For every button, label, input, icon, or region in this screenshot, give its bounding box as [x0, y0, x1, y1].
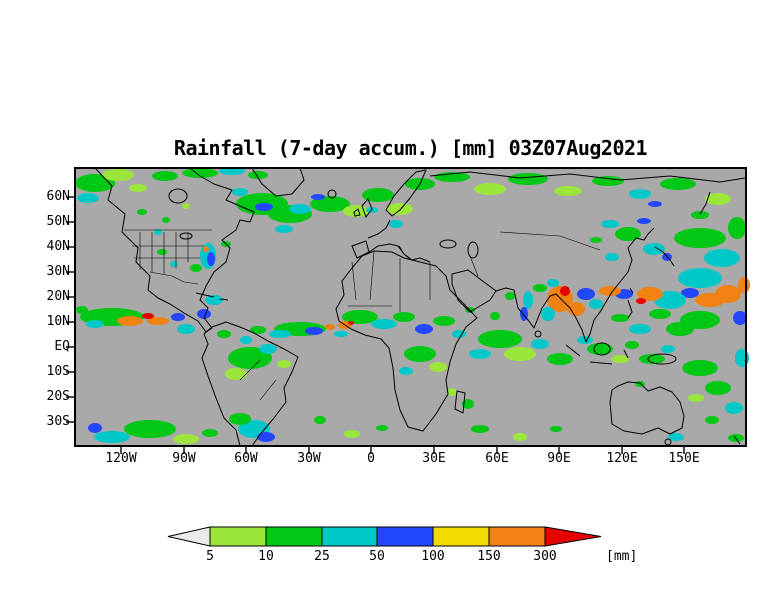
lat-tick-label: 20N — [46, 289, 70, 304]
plot-title: Rainfall (7-day accum.) [mm] 03Z07Aug202… — [173, 136, 648, 160]
ocean-land-background — [75, 168, 746, 446]
colorbar — [167, 526, 602, 547]
colorbar-label: 25 — [314, 549, 330, 564]
lon-tick-label: 90E — [547, 451, 571, 466]
map-frame — [74, 167, 747, 447]
colorbar-segment — [488, 526, 546, 547]
lat-tick-label: EQ — [54, 339, 70, 354]
lon-tick-label: 150E — [668, 451, 700, 466]
lat-tick-label: 30N — [46, 264, 70, 279]
lat-tick-label: 10N — [46, 314, 70, 329]
colorbar-segment — [376, 526, 434, 547]
lon-tick-label: 30W — [297, 451, 321, 466]
colorbar-right-arrow — [544, 526, 602, 547]
lat-tick-label: 60N — [46, 189, 70, 204]
colorbar-left-arrow — [167, 526, 211, 547]
lon-ticks — [120, 446, 685, 454]
colorbar-label: 5 — [206, 549, 214, 564]
lon-tick-label: 120W — [105, 451, 137, 466]
coastlines — [94, 167, 746, 447]
colorbar-label: 150 — [477, 549, 501, 564]
lat-tick-label: 50N — [46, 214, 70, 229]
colorbar-unit-label: [mm] — [606, 549, 638, 564]
colorbar-segment — [321, 526, 378, 547]
lat-tick-label: 20S — [46, 389, 70, 404]
lat-ticks — [66, 196, 75, 423]
colorbar-label: 50 — [369, 549, 385, 564]
political-borders — [124, 229, 601, 401]
lon-tick-label: 120E — [606, 451, 638, 466]
lat-tick-label: 40N — [46, 239, 70, 254]
lat-tick-label: 10S — [46, 364, 70, 379]
lon-tick-label: 0 — [367, 451, 375, 466]
colorbar-segment — [265, 526, 323, 547]
lat-tick-label: 30S — [46, 414, 70, 429]
colorbar-segment — [432, 526, 490, 547]
lon-tick-label: 60W — [234, 451, 258, 466]
colorbar-label: 300 — [533, 549, 557, 564]
colorbar-label: 100 — [421, 549, 445, 564]
colorbar-label: 10 — [258, 549, 274, 564]
colorbar-segment — [209, 526, 267, 547]
lon-tick-label: 90W — [172, 451, 196, 466]
lon-tick-label: 30E — [422, 451, 446, 466]
lon-tick-label: 60E — [485, 451, 509, 466]
